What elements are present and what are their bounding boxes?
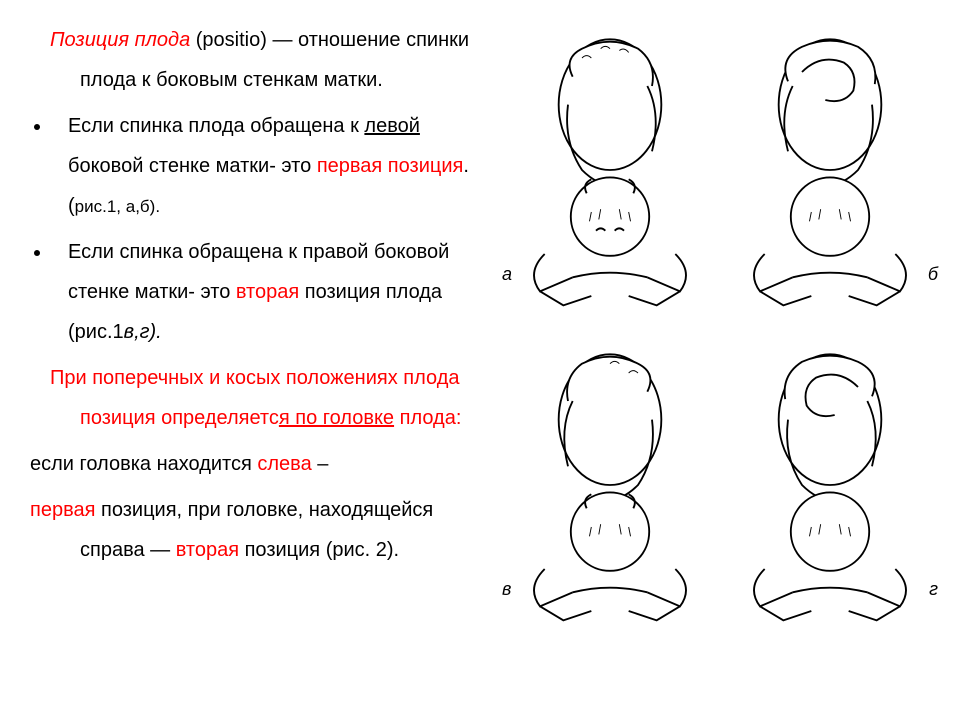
fig-label-a: а [502, 264, 512, 285]
fetus-illustration-v [515, 345, 705, 625]
fetus-illustration-g [735, 345, 925, 625]
fetus-illustration-a [515, 30, 705, 310]
fig-label-g: г [929, 579, 938, 600]
fetus-illustration-b [735, 30, 925, 310]
fig-label-v: в [502, 579, 511, 600]
bullet-1-text: Если спинка плода обращена к левой боков… [40, 106, 500, 226]
bullet-1: Если спинка плода обращена к левой боков… [30, 106, 500, 232]
head-right-para: первая позиция, при головке, находящейся… [30, 490, 500, 570]
fetus-b: б [730, 30, 930, 315]
bullet-2: Если спинка обращена к правой боковой ст… [30, 232, 500, 358]
head-left-para: если головка находится слева – [30, 444, 500, 484]
text-column: Позиция плода (positio) — отношение спин… [30, 20, 500, 630]
transverse-para: При поперечных и косых положениях плода … [30, 358, 500, 438]
bullet-2-text: Если спинка обращена к правой боковой ст… [40, 232, 500, 352]
fetus-g: г [730, 345, 930, 630]
figure-column: а б [500, 20, 930, 630]
latin: (positio) [190, 29, 272, 51]
fetus-grid: а б [500, 20, 930, 630]
fetus-v: в [510, 345, 710, 630]
fig-label-b: б [928, 264, 938, 285]
fetus-a: а [510, 30, 710, 315]
term: Позиция плода [50, 29, 190, 51]
definition-para: Позиция плода (positio) — отношение спин… [30, 20, 500, 100]
